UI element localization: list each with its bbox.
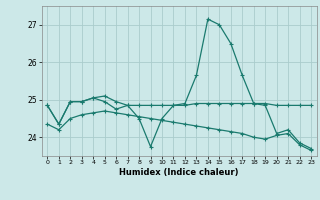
X-axis label: Humidex (Indice chaleur): Humidex (Indice chaleur) [119, 168, 239, 177]
